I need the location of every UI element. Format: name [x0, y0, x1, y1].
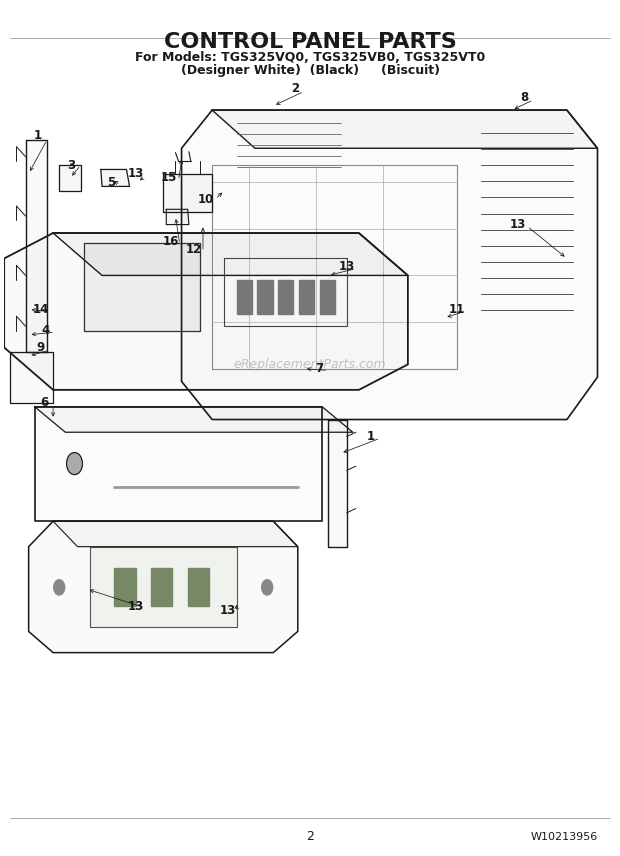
Bar — [257, 280, 273, 313]
Polygon shape — [90, 547, 237, 627]
Text: 2: 2 — [291, 82, 299, 95]
Polygon shape — [182, 110, 598, 419]
Text: 11: 11 — [449, 303, 465, 316]
Bar — [320, 280, 335, 313]
Polygon shape — [166, 210, 189, 224]
Text: For Models: TGS325VQ0, TGS325VB0, TGS325VT0: For Models: TGS325VQ0, TGS325VB0, TGS325… — [135, 51, 485, 64]
Text: 12: 12 — [185, 243, 202, 257]
Polygon shape — [4, 233, 408, 389]
Bar — [151, 568, 172, 606]
Polygon shape — [329, 419, 347, 547]
Text: eReplacementParts.com: eReplacementParts.com — [234, 358, 386, 371]
Text: 10: 10 — [198, 193, 214, 205]
Polygon shape — [29, 521, 298, 652]
Polygon shape — [11, 352, 53, 402]
Text: 3: 3 — [68, 158, 76, 172]
Text: 13: 13 — [219, 603, 236, 617]
Text: 5: 5 — [107, 175, 115, 188]
Polygon shape — [84, 243, 200, 330]
Polygon shape — [35, 407, 353, 432]
Text: 9: 9 — [37, 341, 45, 354]
Polygon shape — [25, 140, 47, 352]
Text: 13: 13 — [128, 167, 144, 181]
Circle shape — [54, 580, 64, 595]
Polygon shape — [35, 407, 322, 521]
Text: CONTROL PANEL PARTS: CONTROL PANEL PARTS — [164, 33, 456, 52]
Polygon shape — [53, 233, 408, 276]
Bar — [278, 280, 293, 313]
Polygon shape — [101, 169, 130, 187]
Text: 6: 6 — [40, 396, 48, 409]
Text: W10213956: W10213956 — [530, 831, 598, 841]
Text: 7: 7 — [315, 362, 323, 375]
Circle shape — [66, 453, 82, 474]
Bar — [299, 280, 314, 313]
Text: 13: 13 — [128, 599, 144, 613]
Text: 1: 1 — [367, 430, 375, 443]
Polygon shape — [212, 110, 598, 148]
Text: 8: 8 — [520, 91, 528, 104]
Text: 13: 13 — [339, 260, 355, 273]
Bar — [188, 568, 209, 606]
Text: 14: 14 — [33, 303, 49, 316]
Text: 13: 13 — [510, 218, 526, 231]
Polygon shape — [60, 165, 81, 191]
Text: 2: 2 — [306, 830, 314, 843]
Polygon shape — [53, 521, 298, 547]
Bar — [237, 280, 252, 313]
Text: 15: 15 — [161, 171, 177, 184]
Text: 16: 16 — [162, 235, 179, 248]
Text: (Designer White)  (Black)     (Biscuit): (Designer White) (Black) (Biscuit) — [180, 64, 440, 77]
Text: 4: 4 — [42, 324, 50, 337]
Text: 1: 1 — [33, 129, 42, 142]
Circle shape — [262, 580, 273, 595]
Bar — [114, 568, 136, 606]
Polygon shape — [163, 174, 212, 211]
